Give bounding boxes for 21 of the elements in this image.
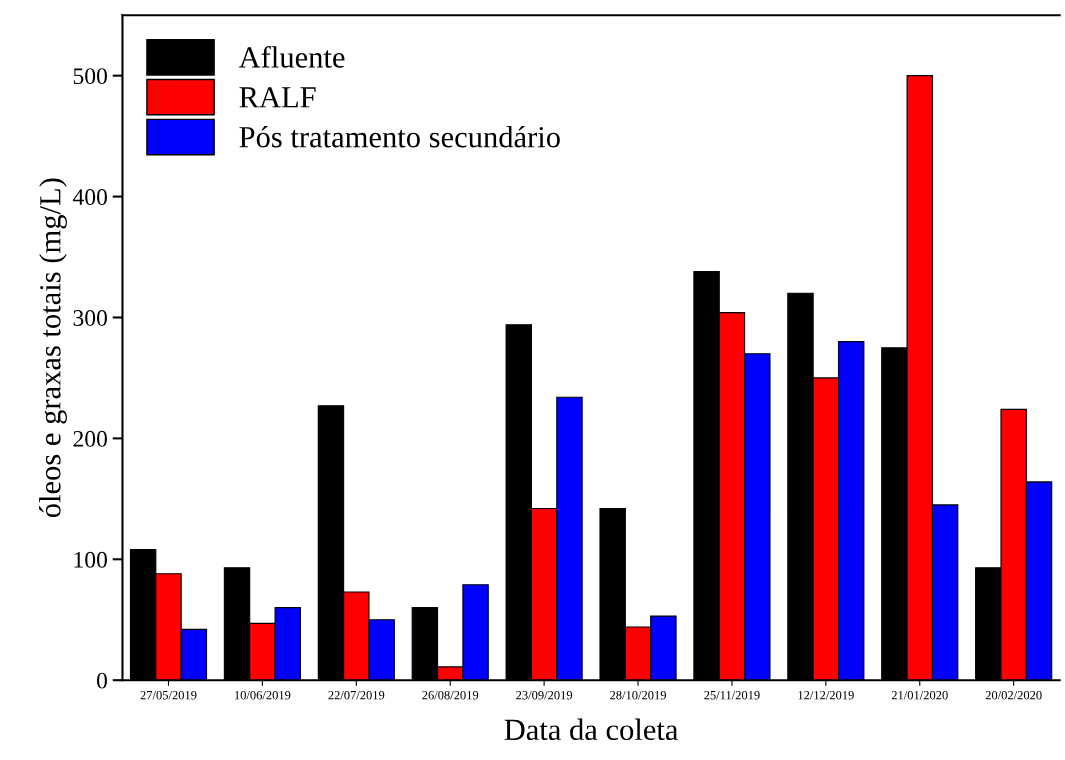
y-tick-label: 100 [74, 551, 107, 568]
x-tick-label: 22/07/2019 [328, 690, 385, 700]
x-tick-label: 25/11/2019 [704, 690, 760, 700]
y-axis-title: óleos e graxas totais (mg/L) [39, 178, 67, 518]
legend-label: Afluente [238, 45, 345, 68]
x-tick-label: 27/05/2019 [140, 690, 197, 700]
y-tick-label: 0 [96, 672, 107, 689]
x-tick-label: 28/10/2019 [610, 690, 666, 700]
y-tick-label: 500 [73, 68, 107, 85]
legend-label: Pós tratamento secundário [239, 125, 560, 148]
x-tick-label: 12/12/2019 [798, 690, 854, 700]
y-tick-label: 200 [73, 430, 107, 447]
x-tick-label: 10/06/2019 [235, 690, 291, 700]
y-tick-label: 300 [73, 309, 107, 326]
x-tick-label: 23/09/2019 [516, 690, 573, 700]
x-tick-label: 20/02/2020 [985, 690, 1042, 700]
x-axis-title: Data da coleta [504, 718, 679, 741]
x-tick-label: 21/01/2020 [891, 690, 948, 700]
y-tick-label: 400 [72, 189, 107, 205]
x-tick-label: 26/08/2019 [422, 690, 479, 700]
legend-label: RALF [239, 87, 316, 108]
